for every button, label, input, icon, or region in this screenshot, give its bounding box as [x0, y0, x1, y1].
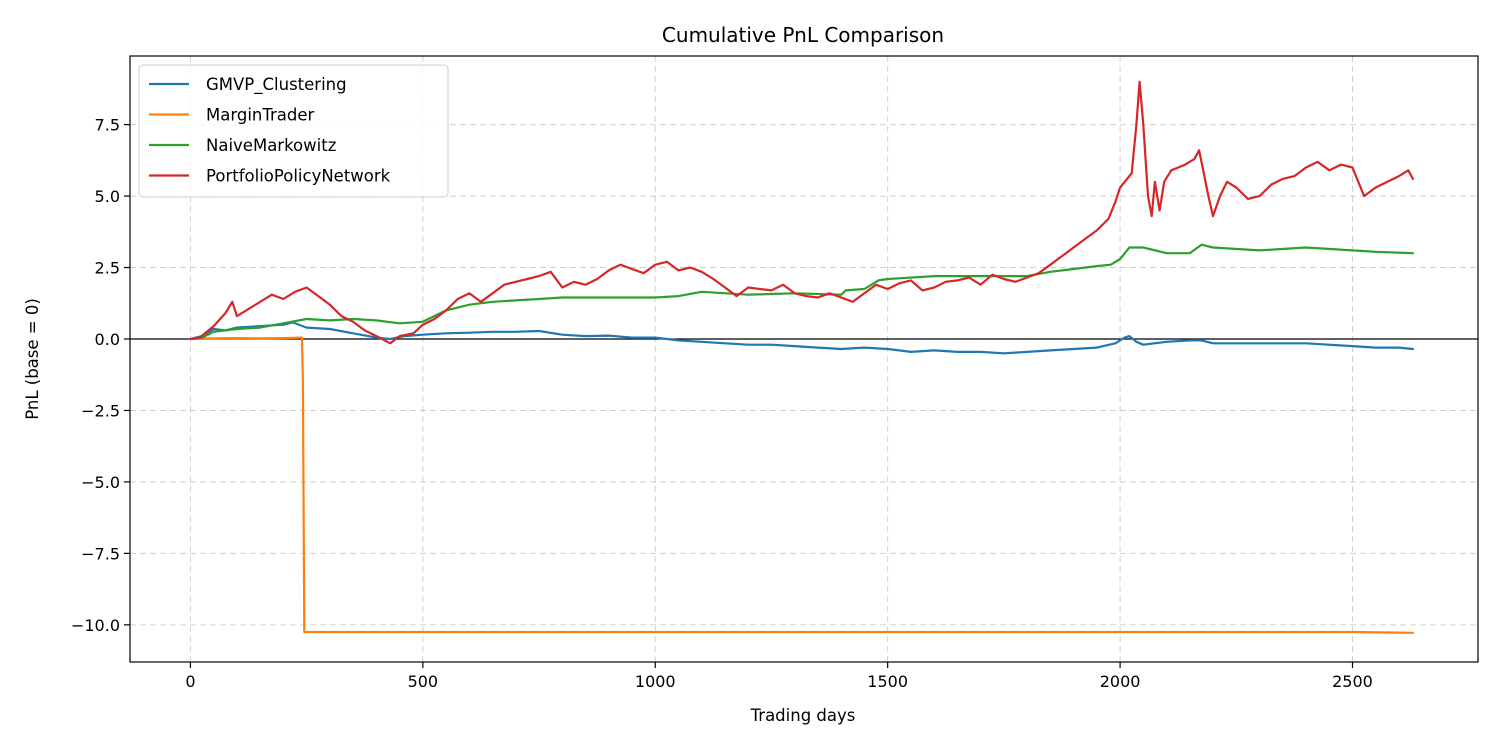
y-tick-label: 5.0	[95, 187, 120, 206]
series-line-MarginTrader	[189, 336, 1414, 634]
y-tick-label: −7.5	[81, 544, 120, 563]
y-tick-label: −10.0	[71, 616, 120, 635]
x-tick-label: 0	[185, 672, 195, 691]
x-axis: 0 500 1000 1500 2000 2500	[185, 662, 1373, 691]
chart-title: Cumulative PnL Comparison	[662, 23, 944, 47]
series-line-GMVP_Clustering	[189, 321, 1414, 355]
legend-label: MarginTrader	[206, 106, 315, 125]
series-layer	[189, 80, 1414, 634]
legend-label: NaiveMarkowitz	[206, 136, 336, 155]
legend-label: PortfolioPolicyNetwork	[206, 167, 391, 186]
y-axis-label: PnL (base = 0)	[23, 298, 42, 420]
x-tick-label: 1000	[635, 672, 676, 691]
y-tick-label: 7.5	[95, 116, 120, 135]
legend: GMVP_Clustering MarginTrader NaiveMarkowit…	[138, 64, 449, 198]
x-tick-label: 1500	[867, 672, 908, 691]
legend-box	[138, 64, 449, 198]
y-tick-label: −2.5	[81, 401, 120, 420]
y-tick-label: −5.0	[81, 473, 120, 492]
x-tick-label: 500	[408, 672, 439, 691]
x-axis-label: Trading days	[750, 706, 856, 725]
y-tick-label: 2.5	[95, 259, 120, 278]
series-line-PortfolioPolicyNetwork	[189, 80, 1414, 345]
x-tick-label: 2000	[1100, 672, 1141, 691]
y-axis: 7.5 5.0 2.5 0.0 −2.5 −5.0 −7.5 −10.0	[71, 116, 130, 635]
plot-frame	[129, 55, 1479, 663]
y-tick-label: 0.0	[95, 330, 120, 349]
legend-label: GMVP_Clustering	[206, 75, 347, 95]
x-tick-label: 2500	[1332, 672, 1373, 691]
